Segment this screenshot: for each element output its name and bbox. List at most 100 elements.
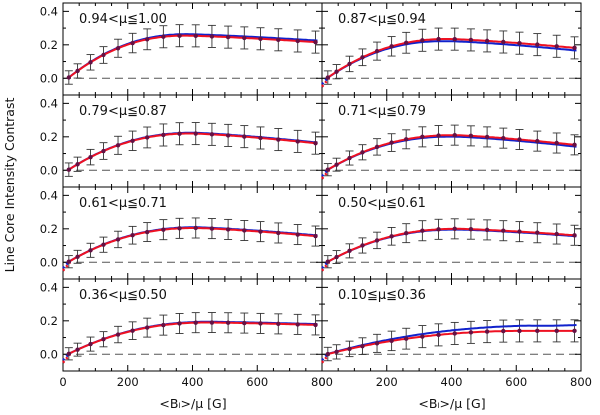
data-point xyxy=(209,132,215,137)
data-point xyxy=(225,227,231,232)
panel-mu-label: 0.50<μ≦0.61 xyxy=(338,196,426,211)
panel-mu-label: 0.61<μ≦0.71 xyxy=(79,196,167,211)
data-point xyxy=(484,329,490,334)
data-point xyxy=(468,330,474,335)
data-point xyxy=(75,68,80,74)
data-point xyxy=(334,162,339,167)
data-point xyxy=(161,322,166,328)
data-point xyxy=(484,227,490,233)
data-point xyxy=(554,44,559,49)
data-point xyxy=(225,320,231,325)
data-point xyxy=(225,34,231,40)
panel-5: 0.0 0.2 0.4 0.61<μ≦0.71 xyxy=(40,186,323,280)
data-point xyxy=(242,228,247,233)
red-extrapolation xyxy=(321,353,331,364)
data-point xyxy=(295,139,300,144)
data-point xyxy=(360,150,365,155)
data-point xyxy=(88,341,93,347)
data-point xyxy=(295,232,300,237)
data-point xyxy=(374,48,380,54)
data-point xyxy=(554,231,559,237)
data-point xyxy=(276,137,281,142)
data-point xyxy=(517,40,522,46)
data-point xyxy=(66,75,72,80)
data-point xyxy=(452,132,457,138)
data-point xyxy=(101,148,106,154)
x-tick-label: 200 xyxy=(117,375,139,389)
data-point xyxy=(501,135,506,141)
red-fit-line xyxy=(327,134,577,171)
y-tick-label: 0.2 xyxy=(40,222,58,236)
panel-7: 0.0 0.2 0.4 0.36<μ≦0.50 xyxy=(40,278,323,372)
data-point xyxy=(325,351,331,357)
panel-6: 0.50<μ≦0.61 xyxy=(321,186,582,280)
y-tick-label: 0.4 xyxy=(40,188,58,202)
y-tick-label: 0.2 xyxy=(40,314,58,328)
panel-4: 0.71<μ≦0.79 xyxy=(321,94,582,188)
data-point xyxy=(144,37,150,42)
data-point xyxy=(177,321,182,326)
data-point xyxy=(452,331,457,336)
data-point xyxy=(420,134,425,140)
panel-mu-label: 0.10≦μ≦0.36 xyxy=(338,288,426,303)
data-point xyxy=(313,322,318,328)
data-point xyxy=(130,233,135,238)
data-point xyxy=(313,39,318,45)
x-tick-label: 400 xyxy=(182,375,204,389)
data-point xyxy=(313,140,318,146)
data-point xyxy=(535,138,540,144)
data-point xyxy=(75,162,80,167)
data-point xyxy=(403,336,409,341)
panel-mu-label: 0.87<μ≦0.94 xyxy=(338,12,426,27)
data-point xyxy=(276,321,281,327)
data-point xyxy=(468,226,474,232)
data-point xyxy=(325,167,331,172)
red-extrapolation xyxy=(321,261,331,272)
red-extrapolation xyxy=(62,261,72,272)
data-point xyxy=(295,322,300,327)
y-tick-label: 0.0 xyxy=(40,255,58,269)
x-tick-label: 800 xyxy=(311,375,333,389)
data-point xyxy=(115,237,121,242)
data-point xyxy=(517,328,522,334)
data-point xyxy=(389,338,394,344)
data-point xyxy=(452,36,457,42)
data-point xyxy=(572,233,577,238)
blue-fit-line xyxy=(327,324,577,355)
blue-fit-line xyxy=(327,228,577,263)
data-point xyxy=(88,248,93,253)
data-point xyxy=(193,131,198,136)
data-point xyxy=(115,332,121,337)
data-point xyxy=(66,167,72,172)
y-tick-label: 0.0 xyxy=(40,347,58,361)
data-point xyxy=(209,34,215,39)
blue-fit-line xyxy=(68,131,318,171)
red-fit-line xyxy=(68,321,318,355)
data-point xyxy=(436,133,441,138)
data-point xyxy=(554,328,559,334)
data-point xyxy=(66,259,72,264)
x-tick-label: 800 xyxy=(570,375,592,389)
data-point xyxy=(535,328,540,334)
red-extrapolation xyxy=(321,77,331,88)
red-extrapolation xyxy=(321,169,331,180)
y-tick-label: 0.0 xyxy=(40,163,58,177)
y-tick-label: 0.2 xyxy=(40,38,58,52)
data-point xyxy=(177,131,182,136)
blue-extrapolation xyxy=(62,259,72,269)
data-point xyxy=(115,46,121,51)
panel-3: 0.0 0.2 0.4 0.79<μ≦0.87 xyxy=(40,94,323,188)
data-point xyxy=(242,35,247,41)
data-point xyxy=(389,44,394,49)
data-point xyxy=(403,137,409,142)
data-point xyxy=(403,40,409,45)
data-point xyxy=(177,33,182,38)
data-point xyxy=(484,38,490,44)
data-point xyxy=(572,45,577,51)
panel-mu-label: 0.79<μ≦0.87 xyxy=(79,104,167,119)
data-point xyxy=(258,321,263,326)
data-point xyxy=(468,133,474,139)
data-point xyxy=(501,228,506,233)
